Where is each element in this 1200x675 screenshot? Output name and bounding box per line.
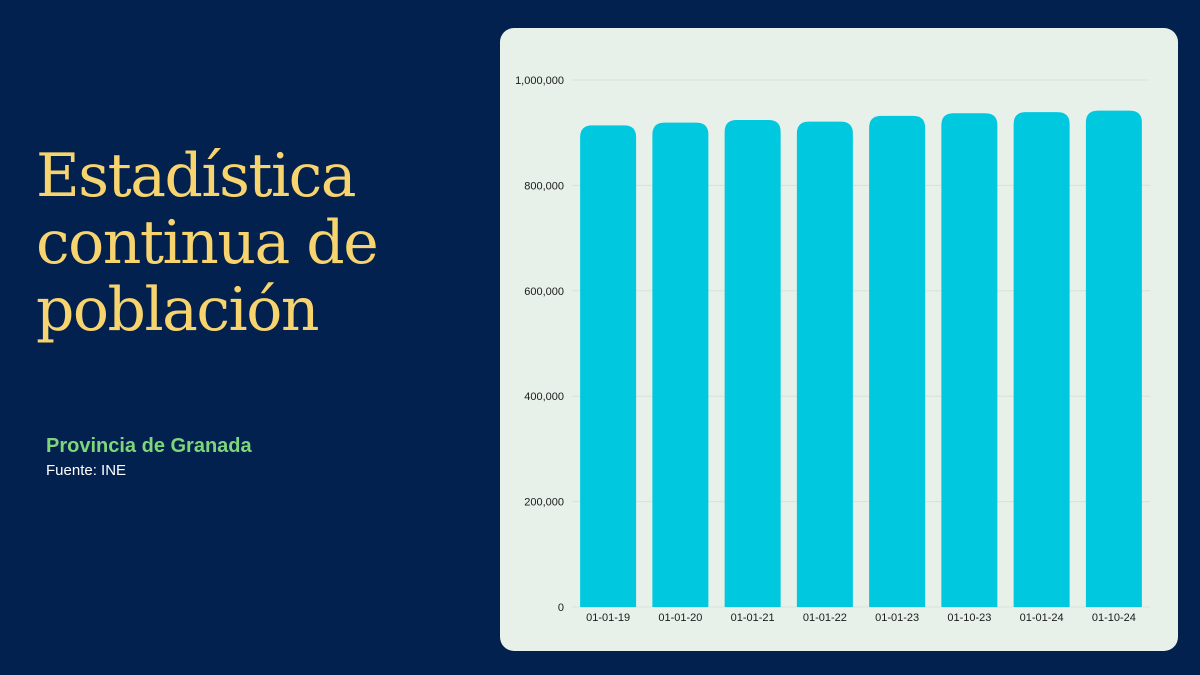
title-line-3: población: [36, 275, 319, 345]
y-axis-ticks: 0 200,000 400,000 600,000 800,000 1,000,000: [515, 75, 564, 614]
y-tick-label: 400,000: [524, 391, 564, 403]
bar-01-01-20: [652, 122, 709, 607]
x-tick-label: 01-10-24: [1092, 612, 1136, 624]
subtitle: Provincia de Granada: [46, 435, 252, 457]
bar-01-10-24: [1085, 110, 1142, 607]
bar-01-01-23: [869, 115, 926, 607]
x-tick-label: 01-10-23: [947, 612, 991, 624]
bar-01-01-21: [724, 120, 781, 607]
x-tick-label: 01-01-22: [803, 612, 847, 624]
bar-01-01-24: [1013, 112, 1070, 607]
y-tick-label: 600,000: [524, 286, 564, 298]
title-line-1: Estadística: [36, 141, 357, 211]
x-tick-label: 01-01-24: [1020, 612, 1064, 624]
chart-card: 0 200,000 400,000 600,000 800,000 1,000,000 0…: [500, 28, 1178, 651]
bar-01-01-22: [796, 121, 853, 608]
x-tick-label: 01-01-21: [731, 612, 775, 624]
bar-01-10-23: [941, 113, 998, 608]
y-tick-label: 200,000: [524, 497, 564, 509]
y-tick-label: 1,000,000: [515, 75, 564, 87]
x-axis-ticks: 01-01-19 01-01-20 01-01-21 01-01-22 01-01-23…: [586, 612, 1136, 624]
x-tick-label: 01-01-19: [586, 612, 630, 624]
source-label: Fuente: INE: [46, 462, 127, 479]
bar-chart: 0 200,000 400,000 600,000 800,000 1,000,000 0…: [515, 75, 1150, 624]
bar-01-01-19: [580, 125, 637, 608]
title-line-2: continua de: [36, 208, 379, 278]
y-tick-label: 800,000: [524, 180, 564, 192]
y-tick-label: 0: [558, 602, 564, 614]
page-title: Estadística continua de población: [36, 143, 476, 344]
x-tick-label: 01-01-20: [658, 612, 702, 624]
x-tick-label: 01-01-23: [875, 612, 919, 624]
bars: [580, 110, 1142, 608]
